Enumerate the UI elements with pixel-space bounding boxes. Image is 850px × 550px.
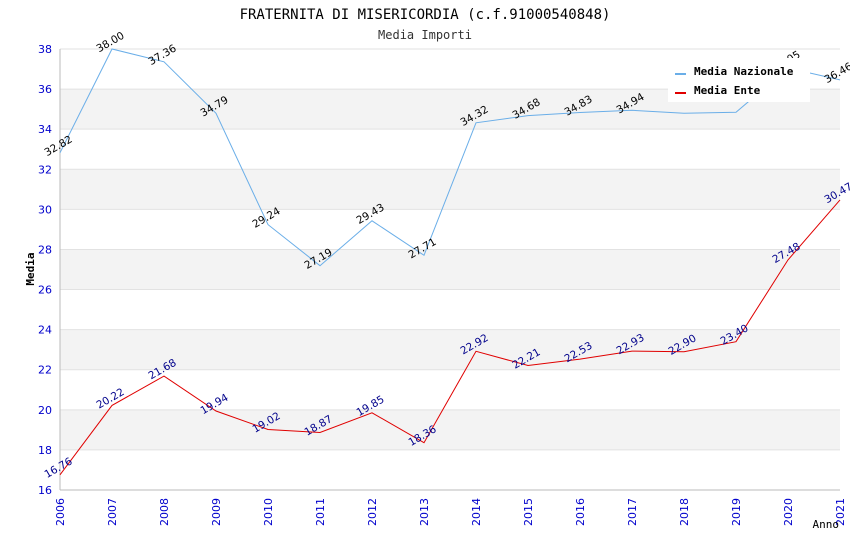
x-tick-label: 2009 xyxy=(210,498,223,526)
grid-band xyxy=(60,249,840,290)
y-tick-label: 24 xyxy=(38,324,52,337)
grid-band xyxy=(60,409,840,450)
grid-band xyxy=(60,329,840,370)
x-tick-label: 2012 xyxy=(366,498,379,526)
data-label: 32.82 xyxy=(42,134,74,159)
y-tick-label: 26 xyxy=(38,284,52,297)
x-tick-label: 2020 xyxy=(782,498,795,526)
x-tick-label: 2006 xyxy=(54,498,67,526)
x-tick-label: 2018 xyxy=(678,498,691,526)
axes xyxy=(59,49,840,491)
legend-label-1: Media Nazionale xyxy=(694,65,794,78)
data-label: 16.76 xyxy=(42,455,74,481)
data-label: 36.46 xyxy=(822,60,850,86)
y-axis-label: Media xyxy=(24,252,37,285)
x-tick-label: 2011 xyxy=(314,498,327,526)
y-tick-label: 38 xyxy=(38,43,52,56)
x-tick-label: 2019 xyxy=(730,498,743,526)
chart-title: FRATERNITA DI MISERICORDIA (c.f.91000540… xyxy=(240,7,611,23)
chart-subtitle: Media Importi xyxy=(378,28,472,42)
data-label: 37.36 xyxy=(146,42,178,68)
tick-labels: 16 18 20 22 24 26 28 30 32 34 36 38 2006 2007 2008 2009… xyxy=(38,43,847,526)
x-tick-label: 2017 xyxy=(626,498,639,526)
y-tick-label: 32 xyxy=(38,163,52,176)
x-axis-label: Anno xyxy=(813,518,840,531)
y-tick-label: 34 xyxy=(38,123,52,136)
y-tick-label: 28 xyxy=(38,243,52,256)
x-tick-label: 2016 xyxy=(574,498,587,526)
legend-box xyxy=(668,58,810,102)
y-tick-label: 16 xyxy=(38,484,52,497)
x-tick-label: 2008 xyxy=(158,498,171,526)
series-line-2 xyxy=(59,199,841,476)
x-tick-label: 2010 xyxy=(262,498,275,526)
x-tick-label: 2013 xyxy=(418,498,431,526)
grid-bands xyxy=(60,48,840,491)
y-tick-label: 30 xyxy=(38,203,52,216)
legend-label-2: Media Ente xyxy=(694,84,761,97)
x-tick-label: 2021 xyxy=(834,498,847,526)
y-tick-label: 22 xyxy=(38,364,52,377)
legend: Media Nazionale Media Ente xyxy=(668,58,810,102)
series-lines xyxy=(59,48,841,476)
y-tick-label: 18 xyxy=(38,444,52,457)
y-tick-label: 36 xyxy=(38,83,52,96)
y-tick-label: 20 xyxy=(38,404,52,417)
x-tick-label: 2014 xyxy=(470,498,483,526)
x-tick-label: 2015 xyxy=(522,498,535,526)
x-tick-label: 2007 xyxy=(106,498,119,526)
series-line-1 xyxy=(59,48,841,267)
